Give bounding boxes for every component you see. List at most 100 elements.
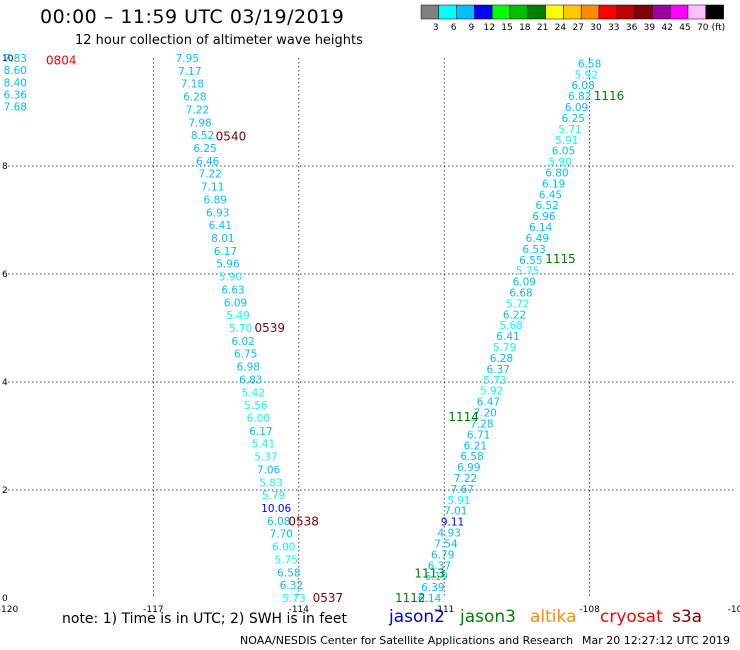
colorbar-label: 24 — [555, 23, 567, 33]
time-labels: 0804 0540 0539 0538 0537 1116 1115 1114 1113 1112 — [46, 54, 624, 605]
wave-height-point: 7.18 — [181, 79, 204, 91]
wave-height-point: 6.98 — [237, 362, 260, 374]
legend-satellite-jason3: jason3 — [460, 607, 516, 627]
wave-height-point: 9.11 — [441, 517, 464, 529]
wave-height-point: 6.47 — [477, 397, 500, 409]
wave-height-point: 5.75 — [516, 266, 539, 278]
wave-height-point: 6.32 — [280, 580, 303, 592]
colorbar-swatch — [545, 4, 564, 20]
colorbar-label: 9 — [469, 23, 475, 33]
colorbar-label: 3 — [433, 23, 439, 33]
wave-height-point: 5.91 — [447, 495, 470, 507]
x-tick-label: -117 — [143, 605, 163, 615]
wave-height-point: 6.08 — [267, 516, 290, 528]
wave-height-point: 6.05 — [552, 146, 575, 158]
time-label: 1113 — [414, 567, 445, 581]
wave-height-point: 6.58 — [578, 58, 601, 70]
plot-axes: -120 -117 -114 -111 -108 -10 0 2 4 6 8 10 — [0, 54, 740, 615]
wave-height-point: 6.36 — [4, 89, 28, 101]
time-label: 0539 — [254, 321, 285, 335]
wave-height-point: 7.11 — [201, 182, 224, 194]
wave-height-point: 6.53 — [522, 244, 545, 256]
wave-height-point: 7.67 — [451, 484, 474, 496]
wave-height-point: 6.71 — [467, 429, 490, 441]
x-tick-label: -108 — [579, 605, 600, 615]
wave-height-point: 6.00 — [272, 542, 295, 554]
satellite-track: 7.957.177.186.287.227.988.526.256.467.22… — [176, 53, 306, 605]
colorbar-label: 30 — [590, 23, 602, 33]
wave-height-point: 6.80 — [545, 168, 568, 180]
colorbar-swatch — [634, 4, 653, 20]
legend-satellite-s3a: s3a — [672, 607, 703, 627]
colorbar-swatch — [474, 4, 493, 20]
wave-height-point: 6.58 — [277, 567, 300, 579]
colorbar-unit: (ft) — [712, 23, 726, 33]
colorbar-label: 15 — [501, 23, 512, 33]
wave-height-point: 7.01 — [444, 506, 467, 518]
wave-height-point: 7.83 — [4, 53, 27, 65]
wave-height-point: 7.98 — [188, 117, 211, 129]
wave-height-point: 6.09 — [513, 277, 536, 289]
colorbar-label: 21 — [537, 23, 548, 33]
page-title: 00:00 – 11:59 UTC 03/19/2019 — [40, 6, 345, 28]
wave-height-point: 6.45 — [539, 189, 562, 201]
wave-height-point: 5.92 — [480, 386, 503, 398]
legend-note: note: 1) Time is in UTC; 2) SWH is in fe… — [62, 611, 348, 627]
time-label: 0538 — [288, 514, 319, 528]
legend-satellite-cryosat: cryosat — [600, 607, 663, 627]
colorbar-label: 39 — [644, 23, 656, 33]
wave-height-point: 6.83 — [239, 374, 262, 386]
wave-height-point: 5.72 — [506, 298, 529, 310]
wave-height-point: 6.08 — [571, 80, 594, 92]
wave-height-point: 4.93 — [438, 528, 461, 540]
colorbar-swatch — [652, 4, 671, 20]
wave-height-point: 6.55 — [519, 255, 542, 267]
wave-height-point: 6.17 — [249, 426, 272, 438]
wave-height-point: 6.21 — [464, 440, 487, 452]
wave-height-point: 6.25 — [562, 113, 585, 125]
wave-height-point: 5.41 — [252, 439, 275, 451]
wave-height-point: 6.37 — [428, 560, 451, 572]
time-label: 1114 — [448, 410, 479, 424]
x-tick-label: -111 — [434, 605, 454, 615]
x-tick-label: -120 — [0, 605, 18, 615]
wave-height-point: 6.17 — [214, 246, 237, 258]
colorbar-label: 27 — [572, 23, 583, 33]
wave-height-point: 6.46 — [196, 156, 220, 168]
colorbar-swatch — [580, 4, 600, 20]
wave-height-point: 5.49 — [226, 310, 249, 322]
wave-height-point: 8.60 — [4, 65, 27, 77]
wave-height-point: 6.39 — [421, 582, 444, 594]
colorbar-swatch — [563, 4, 582, 20]
wave-height-point: 5.83 — [259, 477, 282, 489]
wave-height-point: 6.52 — [535, 200, 558, 212]
satellite-track: 6.585.926.086.826.096.255.715.916.055.90… — [418, 58, 601, 605]
wave-height-point: 5.56 — [244, 400, 268, 412]
wave-height-point: 6.79 — [431, 549, 454, 561]
wave-height-point: 5.68 — [500, 320, 523, 332]
wave-height-point: 6.75 — [234, 349, 257, 361]
wave-height-point: 6.25 — [193, 143, 216, 155]
wave-height-point: 5.91 — [555, 135, 578, 147]
wave-height-point: 6.14 — [418, 593, 442, 605]
time-label: 0804 — [46, 54, 77, 68]
wave-height-point: 6.22 — [503, 309, 526, 321]
wave-height-point: 6.19 — [424, 571, 447, 583]
colorbar-label: 18 — [519, 23, 531, 33]
wave-height-point: 5.79 — [493, 342, 516, 354]
time-label: 1116 — [594, 89, 625, 103]
colorbar-swatch — [598, 4, 618, 20]
time-label: 1112 — [395, 591, 426, 605]
wave-height-point: 6.37 — [487, 364, 510, 376]
colorbar-swatch — [705, 4, 724, 20]
colorbar-label: 70 — [697, 23, 709, 33]
colorbar-swatch — [687, 4, 707, 20]
colorbar-label: 6 — [451, 23, 457, 33]
x-tick-label: -10 — [728, 605, 740, 615]
wave-height-point: 5.90 — [549, 157, 572, 169]
plot-grid — [8, 58, 735, 598]
wave-height-point: 7.06 — [257, 464, 281, 476]
wave-height-point: 7.20 — [473, 408, 496, 420]
wave-height-point: 5.96 — [216, 259, 240, 271]
wave-height-point: 6.00 — [247, 413, 270, 425]
